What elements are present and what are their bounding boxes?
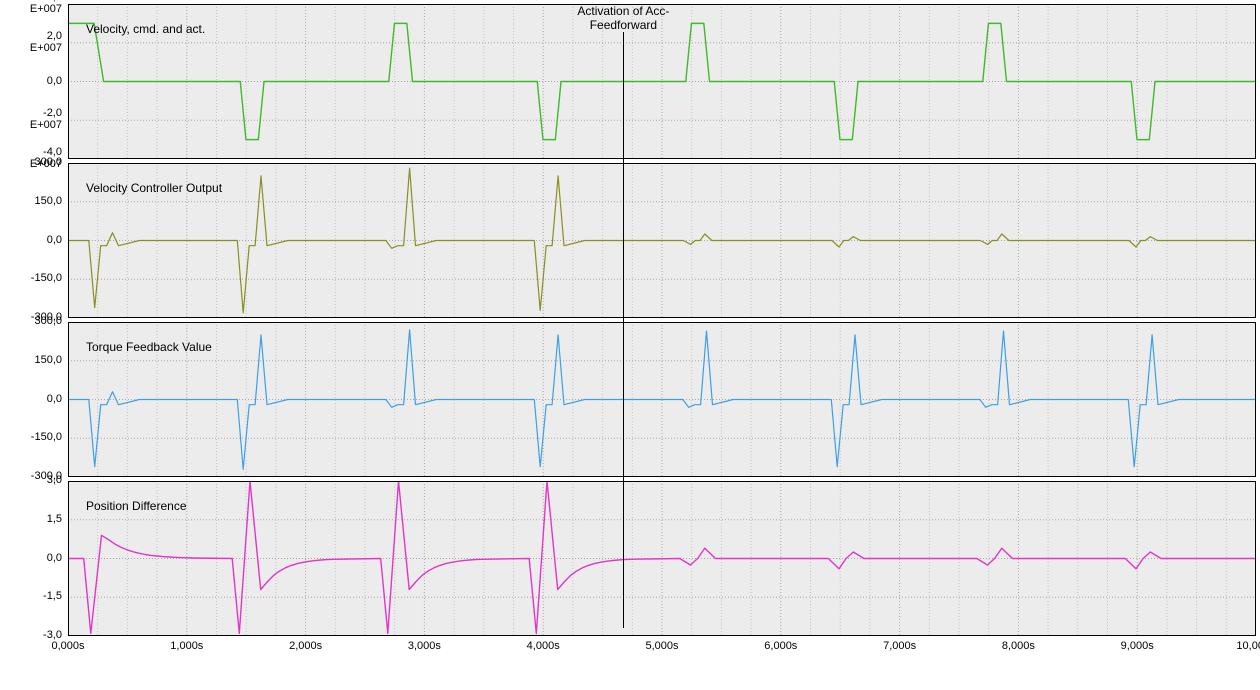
x-tick-label: 3,000s [408, 640, 441, 652]
y-tick-label: 150,0 [0, 195, 62, 207]
y-tick-label: 0,0 [0, 75, 62, 87]
scope-container: { "layout": { "width": 1260, "height": 6… [0, 0, 1260, 690]
x-tick-label: 1,000s [170, 640, 203, 652]
y-tick-label: 3,0 [0, 474, 62, 486]
activation-label-line2: Feedforward [590, 18, 657, 32]
x-tick-label: 5,000s [645, 640, 678, 652]
activation-marker-line [623, 32, 624, 628]
x-tick-label: 9,000s [1121, 640, 1154, 652]
x-tick-label: 0,000s [51, 640, 84, 652]
chart-panel-p3 [68, 322, 1256, 477]
chart-panel-p4 [68, 481, 1256, 636]
panel-title-p3: Torque Feedback Value [86, 340, 212, 354]
y-tick-label: 300,0 [0, 315, 62, 327]
y-tick-label: 300,0 [0, 156, 62, 168]
y-tick-label: 0,0 [0, 234, 62, 246]
x-tick-label: 6,000s [764, 640, 797, 652]
y-tick-label: 2,0 [0, 30, 62, 42]
y-tick-label: -1,5 [0, 590, 62, 602]
panel-title-p4: Position Difference [86, 499, 187, 513]
y-tick-label: E+007 [0, 119, 62, 131]
y-tick-label: E+007 [0, 3, 62, 15]
y-tick-label: 0,0 [0, 393, 62, 405]
panel-title-p2: Velocity Controller Output [86, 181, 222, 195]
y-tick-label: -150,0 [0, 431, 62, 443]
y-tick-label: 150,0 [0, 354, 62, 366]
x-tick-label: 4,000s [527, 640, 560, 652]
activation-label-line1: Activation of Acc- [577, 4, 669, 18]
y-tick-label: -2,0 [0, 107, 62, 119]
x-tick-label: 7,000s [883, 640, 916, 652]
y-tick-label: 0,0 [0, 552, 62, 564]
panel-title-p1: Velocity, cmd. and act. [86, 22, 205, 36]
x-tick-label: 8,000s [1002, 640, 1035, 652]
y-tick-label: 1,5 [0, 513, 62, 525]
x-tick-label: 2,000s [289, 640, 322, 652]
y-tick-label: -150,0 [0, 272, 62, 284]
chart-panel-p2 [68, 163, 1256, 318]
chart-panel-p1 [68, 4, 1256, 159]
x-tick-label: 10,000s [1236, 640, 1260, 652]
y-tick-label: E+007 [0, 42, 62, 54]
